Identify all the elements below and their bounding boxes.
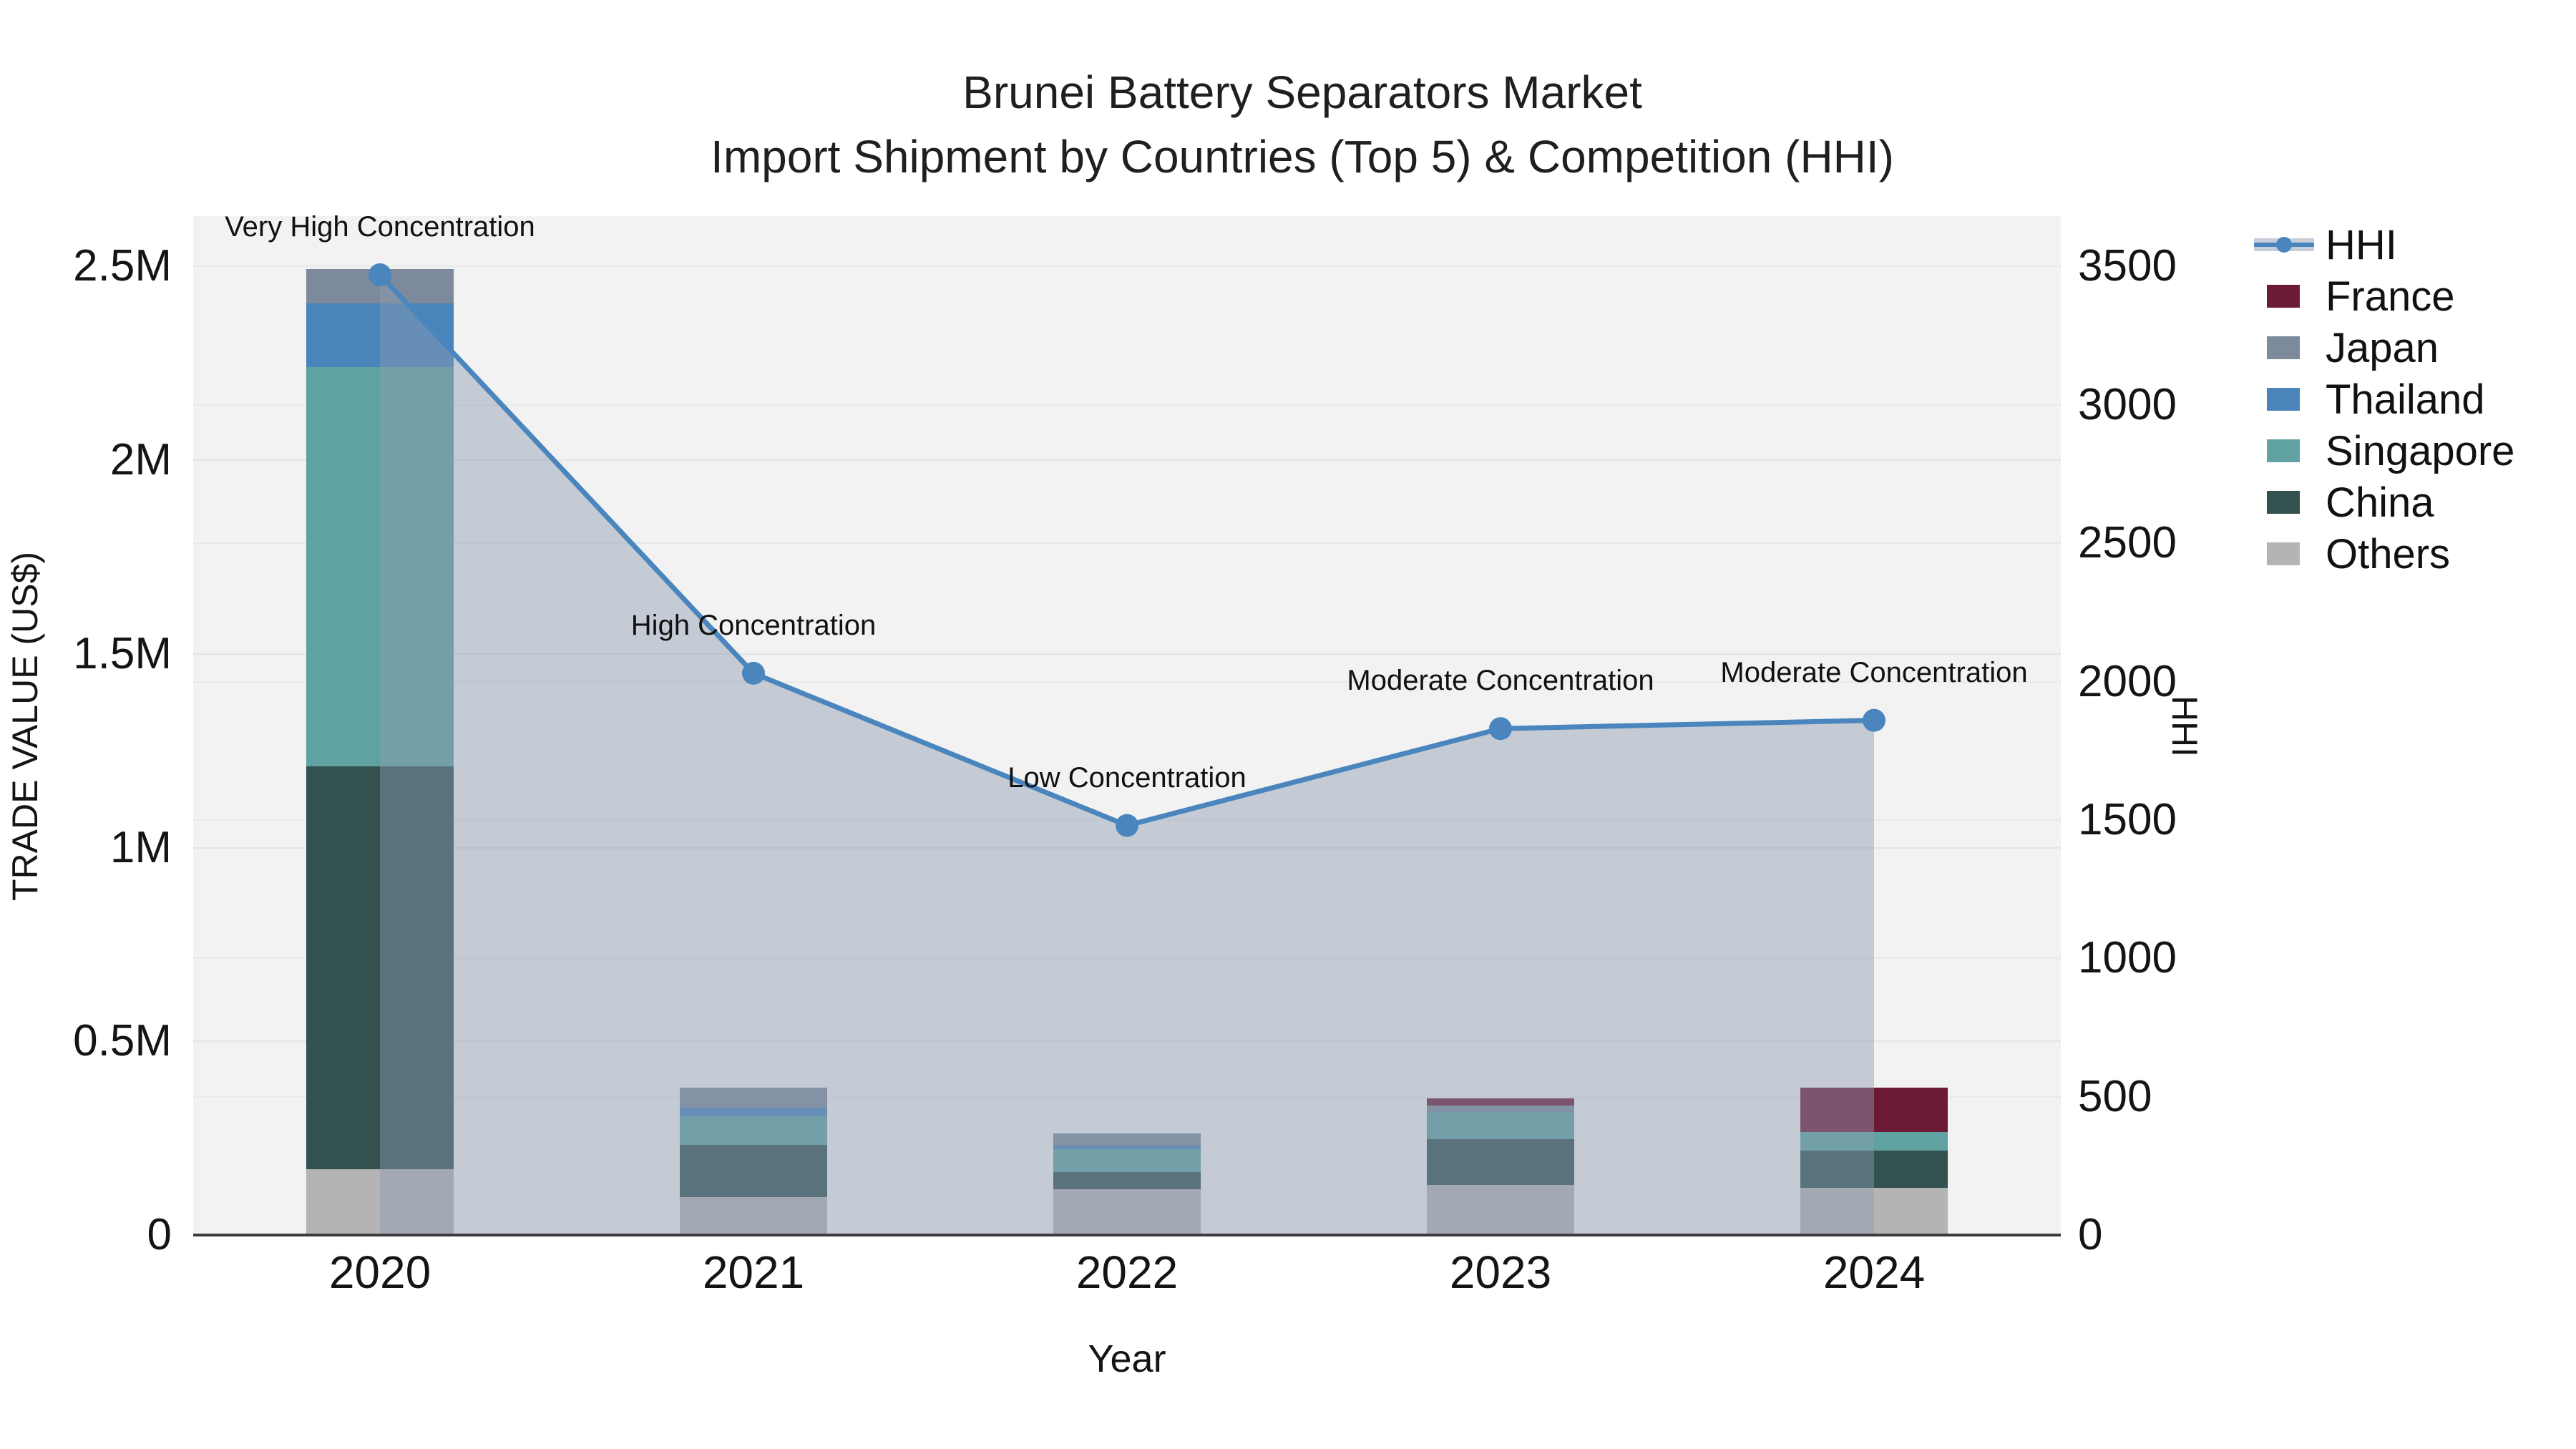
legend-label: France (2326, 273, 2455, 320)
legend: HHI France Japan Thailand Singapore China Othe… (2254, 222, 2514, 588)
legend-swatch (2267, 491, 2300, 514)
y-tick-left-2M: 2M (109, 435, 172, 485)
legend-item-france: France (2254, 273, 2514, 320)
bar-segment-china-2021 (680, 1145, 827, 1197)
legend-swatch (2267, 439, 2300, 462)
legend-item-others: Others (2254, 531, 2514, 577)
bar-segment-singapore-2021 (680, 1116, 827, 1146)
bar-segment-china-2022 (1053, 1172, 1201, 1190)
legend-label: China (2326, 479, 2434, 526)
bar-segment-japan-2022 (1053, 1133, 1201, 1146)
bar-segment-china-2024 (1800, 1150, 1948, 1188)
plot-area (193, 216, 2061, 1235)
bar-segment-japan-2023 (1427, 1106, 1574, 1113)
bar-segment-china-2023 (1427, 1139, 1574, 1186)
bar-segment-japan-2021 (680, 1088, 827, 1108)
y-tick-left-1.5M: 1.5M (73, 628, 172, 678)
chart-title-line2: Import Shipment by Countries (Top 5) & C… (711, 131, 1894, 182)
bar-segment-singapore-2020 (306, 367, 454, 766)
y-tick-right-1500: 1500 (2078, 794, 2177, 844)
y-axis-title-right: HHI (2165, 695, 2205, 758)
singapore-swatch-icon (2254, 439, 2326, 462)
y-tick-right-500: 500 (2078, 1071, 2152, 1121)
legend-swatch (2267, 336, 2300, 359)
legend-label: Singapore (2326, 427, 2515, 474)
y-tick-right-2000: 2000 (2078, 656, 2177, 706)
y-tick-right-2500: 2500 (2078, 518, 2177, 568)
gridline-right-axis (193, 542, 2061, 545)
x-tick-2020: 2020 (328, 1246, 431, 1298)
x-tick-2022: 2022 (1075, 1246, 1179, 1298)
bar-segment-others-2023 (1427, 1185, 1574, 1235)
france-swatch-icon (2254, 285, 2326, 308)
x-tick-2021: 2021 (702, 1246, 805, 1298)
legend-swatch (2267, 285, 2300, 308)
hhi-legend-marker (2276, 237, 2292, 253)
y-tick-left-0: 0 (147, 1210, 172, 1259)
bar-segment-thailand-2022 (1053, 1146, 1201, 1150)
x-axis-line (193, 1234, 2061, 1236)
legend-item-thailand: Thailand (2254, 376, 2514, 423)
bar-segment-singapore-2023 (1427, 1112, 1574, 1140)
legend-label: HHI (2326, 221, 2397, 268)
gridline-right-axis (193, 680, 2061, 683)
legend-swatch (2267, 388, 2300, 411)
china-swatch-icon (2254, 491, 2326, 514)
gridline-left-axis (193, 847, 2061, 849)
bar-segment-thailand-2021 (680, 1108, 827, 1117)
gridline-right-axis (193, 265, 2061, 268)
bar-segment-others-2022 (1053, 1189, 1201, 1235)
y-tick-left-2.5M: 2.5M (73, 241, 172, 291)
legend-label: Thailand (2326, 376, 2485, 423)
y-tick-right-1000: 1000 (2078, 933, 2177, 983)
legend-item-china: China (2254, 479, 2514, 526)
x-tick-2023: 2023 (1449, 1246, 1552, 1298)
legend-swatch (2267, 542, 2300, 565)
legend-label: Others (2326, 530, 2451, 577)
bar-segment-france-2024 (1800, 1087, 1948, 1132)
bar-segment-singapore-2024 (1800, 1131, 1948, 1151)
y-tick-left-1M: 1M (109, 822, 172, 872)
gridline-right-axis (193, 957, 2061, 960)
y-tick-right-3000: 3000 (2078, 379, 2177, 429)
gridline-right-axis (193, 1096, 2061, 1098)
bar-segment-others-2020 (306, 1169, 454, 1235)
gridline-right-axis (193, 819, 2061, 821)
bar-segment-japan-2020 (306, 269, 454, 303)
gridline-right-axis (193, 404, 2061, 406)
bar-segment-others-2021 (680, 1196, 827, 1235)
hhi-line-icon (2254, 237, 2326, 253)
x-tick-2024: 2024 (1823, 1246, 1926, 1298)
y-tick-right-0: 0 (2078, 1210, 2103, 1259)
legend-item-hhi: HHI (2254, 222, 2514, 268)
japan-swatch-icon (2254, 336, 2326, 359)
bar-segment-singapore-2022 (1053, 1149, 1201, 1173)
y-tick-right-3500: 3500 (2078, 241, 2177, 291)
legend-item-singapore: Singapore (2254, 428, 2514, 474)
gridline-left-axis (193, 459, 2061, 462)
thailand-swatch-icon (2254, 388, 2326, 411)
legend-label: Japan (2326, 324, 2439, 371)
gridline-left-axis (193, 653, 2061, 655)
bar-segment-france-2023 (1427, 1098, 1574, 1106)
hhi-legend-band (2254, 237, 2314, 253)
bar-segment-thailand-2020 (306, 303, 454, 368)
legend-item-japan: Japan (2254, 325, 2514, 371)
others-swatch-icon (2254, 542, 2326, 565)
x-axis-title: Year (1088, 1337, 1166, 1380)
y-tick-left-0.5M: 0.5M (73, 1016, 172, 1066)
chart-title: Brunei Battery Separators Market Import … (100, 60, 2504, 189)
gridline-left-axis (193, 1040, 2061, 1043)
bar-segment-others-2024 (1800, 1187, 1948, 1235)
bar-segment-china-2020 (306, 766, 454, 1169)
y-axis-title-left: TRADE VALUE (US$) (5, 551, 45, 902)
chart-title-line1: Brunei Battery Separators Market (962, 67, 1642, 118)
